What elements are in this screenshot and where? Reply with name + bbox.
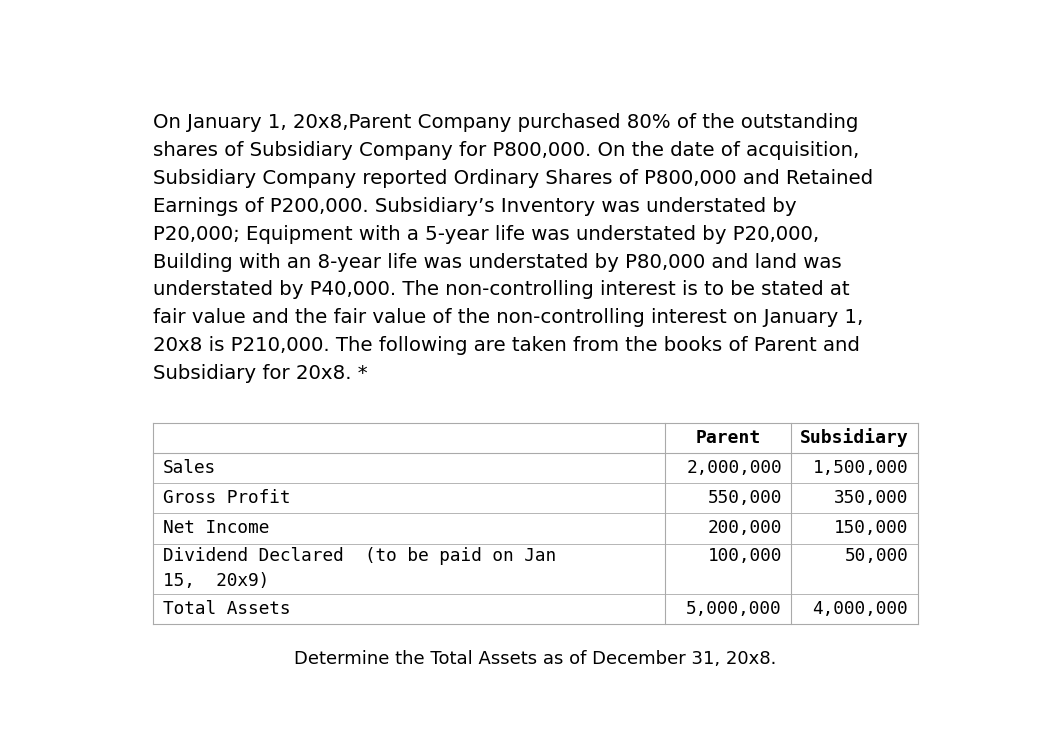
Text: 20x8 is P210,000. The following are taken from the books of Parent and: 20x8 is P210,000. The following are take… [154,336,860,355]
Text: 2,000,000: 2,000,000 [687,459,782,477]
Text: Total Assets: Total Assets [163,600,291,618]
Text: Sales: Sales [163,459,216,477]
Text: Subsidiary Company reported Ordinary Shares of P800,000 and Retained: Subsidiary Company reported Ordinary Sha… [154,169,874,187]
Text: Parent: Parent [696,429,761,447]
Text: Earnings of P200,000. Subsidiary’s Inventory was understated by: Earnings of P200,000. Subsidiary’s Inven… [154,197,797,215]
Text: Subsidiary: Subsidiary [800,428,909,447]
Text: P20,000; Equipment with a 5-year life was understated by P20,000,: P20,000; Equipment with a 5-year life wa… [154,225,819,243]
Text: 50,000: 50,000 [844,547,908,565]
Text: Subsidiary for 20x8. *: Subsidiary for 20x8. * [154,364,368,383]
Text: 1,500,000: 1,500,000 [812,459,908,477]
Text: Net Income: Net Income [163,519,270,538]
Text: Building with an 8-year life was understated by P80,000 and land was: Building with an 8-year life was underst… [154,253,842,271]
Text: 200,000: 200,000 [707,519,782,538]
Text: 4,000,000: 4,000,000 [812,600,908,618]
Text: 15,  20x9): 15, 20x9) [163,572,270,590]
Text: Gross Profit: Gross Profit [163,489,291,507]
Text: 100,000: 100,000 [707,547,782,565]
Text: 150,000: 150,000 [834,519,908,538]
Text: On January 1, 20x8,Parent Company purchased 80% of the outstanding: On January 1, 20x8,Parent Company purcha… [154,113,859,132]
Text: Dividend Declared  (to be paid on Jan: Dividend Declared (to be paid on Jan [163,547,556,565]
Text: 5,000,000: 5,000,000 [687,600,782,618]
Text: Determine the Total Assets as of December 31, 20x8.: Determine the Total Assets as of Decembe… [295,650,776,668]
Text: 350,000: 350,000 [834,489,908,507]
Text: 550,000: 550,000 [707,489,782,507]
Text: understated by P40,000. The non-controlling interest is to be stated at: understated by P40,000. The non-controll… [154,280,850,299]
Text: shares of Subsidiary Company for P800,000. On the date of acquisition,: shares of Subsidiary Company for P800,00… [154,141,860,160]
Text: fair value and the fair value of the non-controlling interest on January 1,: fair value and the fair value of the non… [154,308,863,327]
